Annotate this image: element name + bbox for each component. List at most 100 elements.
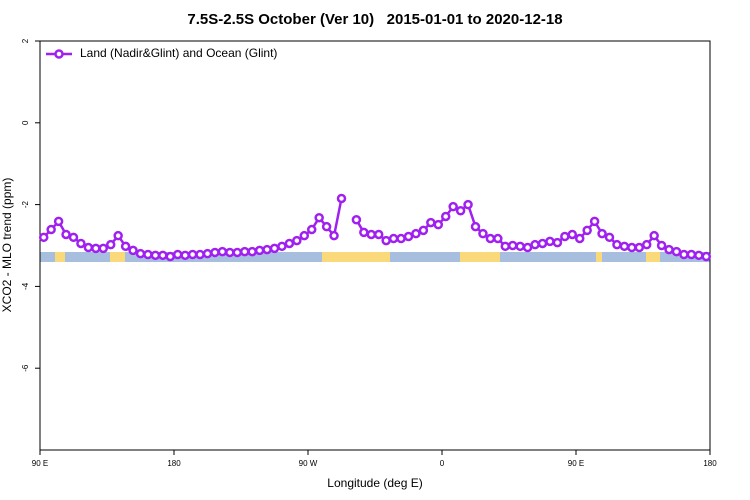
data-point [76,238,86,249]
data-point [470,221,481,232]
x-tick-label: 90 W [299,459,318,468]
y-tick-label: -4 [21,282,30,290]
data-point [463,199,473,210]
plot-frame [39,40,711,451]
y-tick-label: -6 [21,364,30,372]
data-point [254,245,265,256]
data-point [225,247,235,258]
data-point [314,212,324,223]
data-point [396,233,406,244]
data-point [418,225,429,236]
data-point [120,241,131,252]
data-point [128,245,138,256]
data-point [589,216,600,227]
data-point [336,193,347,204]
land-strip [55,252,65,262]
data-point [373,229,384,240]
data-point [292,235,302,246]
y-tick-label: 0 [21,120,30,125]
land-strip [110,252,125,262]
data-point [61,229,71,240]
data-point [359,227,369,238]
data-point [269,243,280,254]
data-point [53,216,64,227]
data-point [105,239,116,250]
data-point [641,239,652,250]
data-point [165,251,176,262]
data-point [46,224,56,235]
data-point [299,230,310,241]
data-point [701,251,712,262]
data-point [180,250,190,261]
data-point [262,244,272,255]
data-point [135,248,146,259]
data-point [448,201,458,212]
data-point [143,249,153,260]
data-point [552,237,563,248]
data-point [232,247,243,258]
data-point [329,230,339,241]
x-axis-label: Longitude (deg E) [327,476,422,490]
land-strip [596,252,602,262]
data-point [91,243,101,254]
data-point [388,233,399,244]
x-tick-label: 90 E [32,459,48,468]
y-tick-label: 2 [21,38,30,43]
data-point [574,233,585,244]
data-point [455,205,466,216]
data-point [671,246,682,257]
map-strip [40,252,710,262]
legend-marker [54,49,64,59]
data-point [627,242,637,253]
y-axis-label: XCO2 - MLO trend (ppm) [0,178,14,313]
land-strip [460,252,500,262]
data-point [567,229,578,240]
data-point [83,242,94,253]
data-point [239,246,250,257]
data-point [582,225,592,236]
land-strip [322,252,390,262]
data-point [247,246,257,257]
data-point [202,248,213,259]
y-tick-label: -2 [21,200,30,208]
data-point [217,246,228,257]
data-point [172,249,183,260]
x-tick-label: 90 E [568,459,584,468]
data-point [545,236,555,247]
data-point [649,230,659,241]
data-point [537,238,548,249]
data-point [485,233,496,244]
data-point [664,244,674,255]
data-point [493,233,503,244]
data-point [634,242,645,253]
data-point [195,249,205,260]
data-point [597,228,607,239]
data-point [560,231,570,242]
data-point [530,239,540,250]
data-point [277,241,287,252]
legend-label: Land (Nadir&Glint) and Ocean (Glint) [80,46,277,60]
data-point [694,250,704,261]
x-tick-label: 0 [440,459,445,468]
land-strip [646,252,660,262]
data-point [210,247,220,258]
data-point [68,232,79,243]
data-point [381,235,391,246]
chart-title: 7.5S-2.5S October (Ver 10) 2015-01-01 to… [187,11,562,28]
data-point [478,228,488,239]
data-point [150,250,161,261]
data-point [656,240,667,251]
data-point [612,239,622,250]
data-point [507,240,518,251]
data-point [403,231,414,242]
data-point [38,232,49,243]
data-point [522,242,533,253]
data-point [426,217,436,228]
data-point [686,249,697,260]
data-point [366,229,377,240]
data-point [411,228,421,239]
data-point [98,243,109,254]
data-point [440,211,451,222]
data-point [321,221,332,232]
